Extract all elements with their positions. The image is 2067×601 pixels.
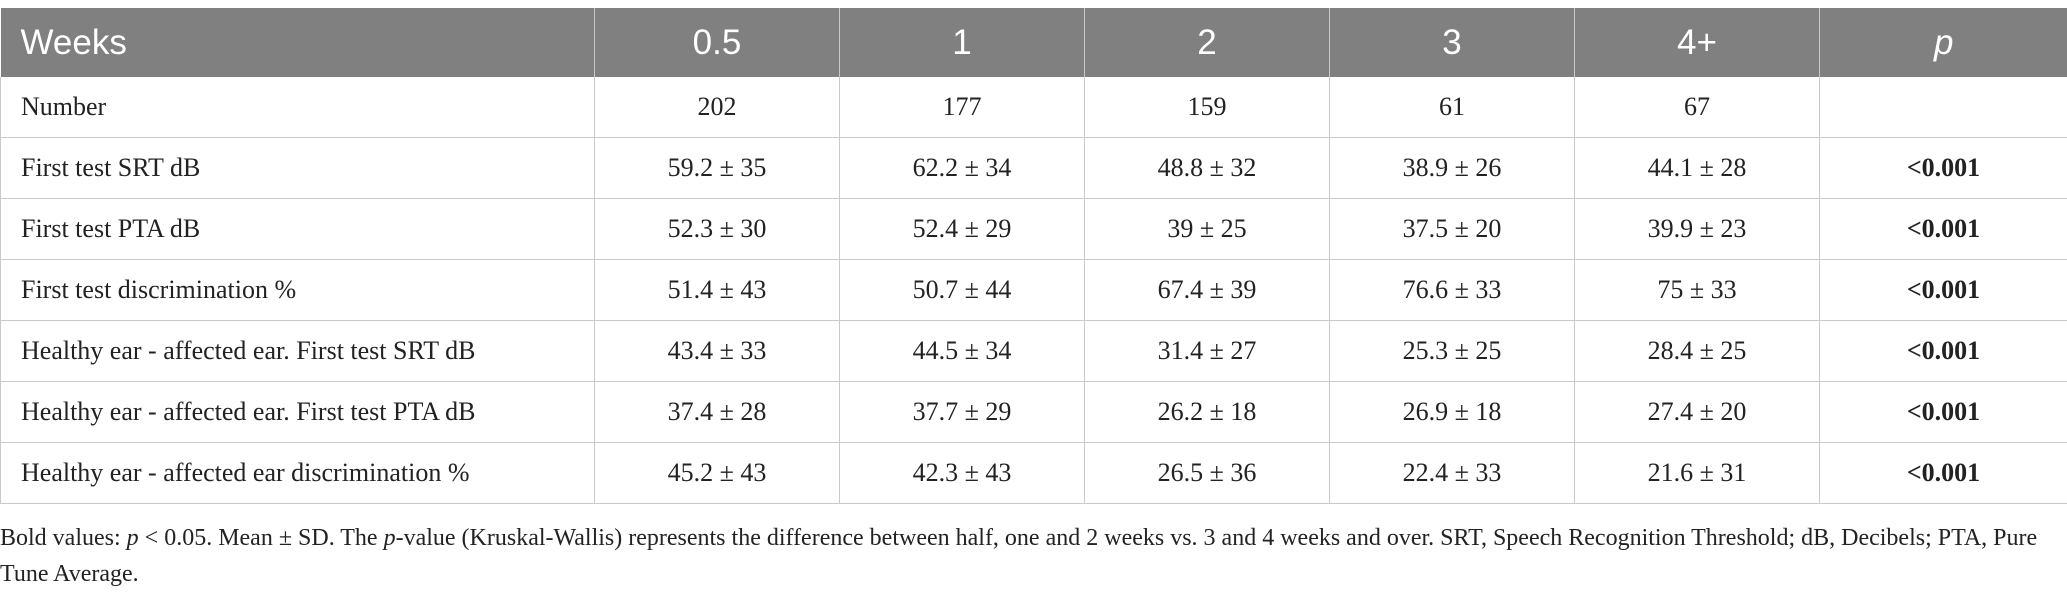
table-cell: 59.2 ± 35 (594, 137, 840, 199)
row-label: First test SRT dB (0, 137, 595, 199)
table-cell: 62.2 ± 34 (839, 137, 1085, 199)
table-row: Healthy ear - affected ear discriminatio… (0, 442, 2067, 504)
row-label: Healthy ear - affected ear discriminatio… (0, 442, 595, 504)
footnote-part2: < 0.05. Mean ± SD. The (138, 525, 384, 551)
row-label: First test PTA dB (0, 198, 595, 260)
p-value-cell: <0.001 (1819, 259, 2067, 321)
table-row: First test SRT dB 59.2 ± 35 62.2 ± 34 48… (0, 137, 2067, 199)
table-cell: 25.3 ± 25 (1329, 320, 1575, 382)
p-value-cell: <0.001 (1819, 198, 2067, 260)
p-value-cell: <0.001 (1819, 442, 2067, 504)
p-value-cell (1819, 77, 2067, 138)
table-cell: 27.4 ± 20 (1574, 381, 1820, 443)
table-cell: 39.9 ± 23 (1574, 198, 1820, 260)
results-table: Weeks 0.5 1 2 3 4+ p Number 202 177 159 … (0, 8, 2067, 504)
row-label: First test discrimination % (0, 259, 595, 321)
table-cell: 45.2 ± 43 (594, 442, 840, 504)
table-cell: 177 (839, 77, 1085, 138)
table-cell: 43.4 ± 33 (594, 320, 840, 382)
header-week-2: 2 (1084, 8, 1330, 77)
header-p-value: p (1819, 8, 2067, 77)
table-cell: 39 ± 25 (1084, 198, 1330, 260)
header-weeks: Weeks (0, 8, 595, 77)
p-value-cell: <0.001 (1819, 381, 2067, 443)
table-cell: 50.7 ± 44 (839, 259, 1085, 321)
table-cell: 42.3 ± 43 (839, 442, 1085, 504)
table-cell: 37.4 ± 28 (594, 381, 840, 443)
table-cell: 26.9 ± 18 (1329, 381, 1575, 443)
footnote-part1: Bold values: (0, 525, 127, 551)
footnote-p-symbol-2: p (383, 525, 396, 551)
table-cell: 22.4 ± 33 (1329, 442, 1575, 504)
table-header-row: Weeks 0.5 1 2 3 4+ p (0, 8, 2067, 77)
table-cell: 67.4 ± 39 (1084, 259, 1330, 321)
footnote-part3: -value (Kruskal-Wallis) represents the d… (0, 525, 2038, 587)
row-label: Healthy ear - affected ear. First test P… (0, 381, 595, 443)
table-cell: 28.4 ± 25 (1574, 320, 1820, 382)
table-cell: 26.5 ± 36 (1084, 442, 1330, 504)
table-row: Healthy ear - affected ear. First test P… (0, 381, 2067, 443)
table-row: First test discrimination % 51.4 ± 43 50… (0, 259, 2067, 321)
header-week-4-plus: 4+ (1574, 8, 1820, 77)
footnote-p-symbol: p (126, 525, 139, 551)
table-footnote: Bold values: p < 0.05. Mean ± SD. The p-… (0, 520, 2040, 592)
table-cell: 52.4 ± 29 (839, 198, 1085, 260)
table-row: First test PTA dB 52.3 ± 30 52.4 ± 29 39… (0, 198, 2067, 260)
table-cell: 67 (1574, 77, 1820, 138)
header-week-3: 3 (1329, 8, 1575, 77)
table-cell: 159 (1084, 77, 1330, 138)
table-cell: 75 ± 33 (1574, 259, 1820, 321)
table-cell: 21.6 ± 31 (1574, 442, 1820, 504)
header-week-0-5: 0.5 (594, 8, 840, 77)
results-table-wrapper: Weeks 0.5 1 2 3 4+ p Number 202 177 159 … (0, 8, 2067, 504)
table-row: Healthy ear - affected ear. First test S… (0, 320, 2067, 382)
table-cell: 48.8 ± 32 (1084, 137, 1330, 199)
header-week-1: 1 (839, 8, 1085, 77)
p-value-cell: <0.001 (1819, 137, 2067, 199)
table-cell: 202 (594, 77, 840, 138)
table-cell: 37.7 ± 29 (839, 381, 1085, 443)
row-label: Healthy ear - affected ear. First test S… (0, 320, 595, 382)
table-cell: 37.5 ± 20 (1329, 198, 1575, 260)
table-cell: 52.3 ± 30 (594, 198, 840, 260)
table-cell: 26.2 ± 18 (1084, 381, 1330, 443)
table-cell: 38.9 ± 26 (1329, 137, 1575, 199)
p-value-cell: <0.001 (1819, 320, 2067, 382)
table-cell: 44.1 ± 28 (1574, 137, 1820, 199)
table-cell: 31.4 ± 27 (1084, 320, 1330, 382)
table-row: Number 202 177 159 61 67 (0, 77, 2067, 138)
table-cell: 76.6 ± 33 (1329, 259, 1575, 321)
table-cell: 61 (1329, 77, 1575, 138)
table-cell: 51.4 ± 43 (594, 259, 840, 321)
row-label: Number (0, 77, 595, 138)
table-cell: 44.5 ± 34 (839, 320, 1085, 382)
